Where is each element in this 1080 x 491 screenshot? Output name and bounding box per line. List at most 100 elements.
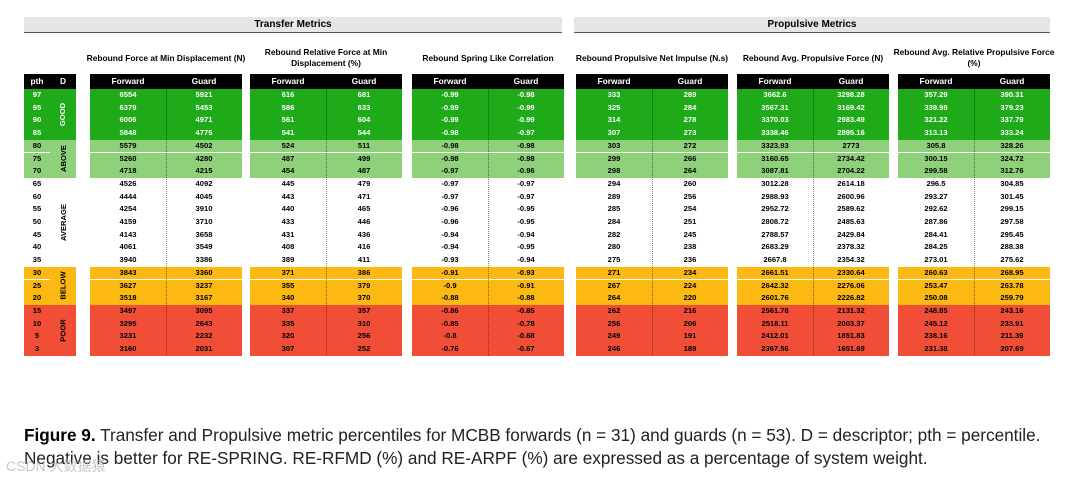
guard-value-cell: -0.97 <box>488 127 564 140</box>
figure-caption: Figure 9. Transfer and Propulsive metric… <box>24 424 1064 470</box>
forward-value-cell: 357.29 <box>898 89 974 102</box>
forward-value-cell: 616 <box>250 89 326 102</box>
forward-value-cell: 2367.56 <box>737 343 813 356</box>
guard-value-cell: 238 <box>652 241 728 255</box>
forward-value-cell: 4254 <box>90 203 166 216</box>
forward-value-cell: 586 <box>250 101 326 115</box>
guard-header: Guard <box>513 76 539 86</box>
forward-value-cell: 4061 <box>90 241 166 255</box>
forward-value-cell: 4444 <box>90 190 166 204</box>
forward-value-cell: 250.08 <box>898 292 974 305</box>
guard-value-cell: 2773 <box>813 139 889 153</box>
forward-value-cell: -0.91 <box>412 266 488 280</box>
forward-value-cell: 3012.28 <box>737 177 813 191</box>
forward-value-cell: 541 <box>250 127 326 140</box>
metric-title: Rebound Propulsive Net Impulse (N.s) <box>575 52 729 63</box>
guard-value-cell: 411 <box>326 254 402 267</box>
guard-value-cell: 333.24 <box>974 127 1050 140</box>
guard-value-cell: 3710 <box>166 216 242 229</box>
guard-value-cell: 379.23 <box>974 101 1050 115</box>
forward-header: Forward <box>111 76 145 86</box>
percentile-cell: 10 <box>24 317 50 331</box>
section-header-transfer: Transfer Metrics <box>24 17 562 32</box>
guard-value-cell: 4092 <box>166 177 242 191</box>
guard-value-cell: 2614.18 <box>813 177 889 191</box>
percentile-cell: 55 <box>24 203 50 216</box>
forward-value-cell: 337 <box>250 304 326 318</box>
percentile-cell: 30 <box>24 266 50 280</box>
guard-value-cell: 256 <box>652 190 728 204</box>
percentile-cell: 50 <box>24 216 50 229</box>
forward-value-cell: 296.5 <box>898 177 974 191</box>
forward-value-cell: 5579 <box>90 139 166 153</box>
guard-value-cell: 268.95 <box>974 266 1050 280</box>
guard-value-cell: 2232 <box>166 330 242 343</box>
guard-value-cell: 245 <box>652 228 728 242</box>
descriptor-label: POOR <box>58 319 68 342</box>
forward-value-cell: 333 <box>576 89 652 102</box>
guard-value-cell: 544 <box>326 127 402 140</box>
forward-value-cell: 3662.6 <box>737 89 813 102</box>
forward-value-cell: 284 <box>576 216 652 229</box>
guard-header: Guard <box>999 76 1025 86</box>
pth-header-bar: pth D <box>24 74 76 89</box>
guard-value-cell: 2378.32 <box>813 241 889 255</box>
forward-value-cell: 4718 <box>90 165 166 178</box>
guard-value-cell: -0.94 <box>488 254 564 267</box>
guard-value-cell: 2003.37 <box>813 317 889 331</box>
percentile-column: 97 95 90 85 80 75 70 65 60 55 50 45 40 35 30 25 20 15 10 5 3… <box>24 89 76 356</box>
guard-value-cell: 3095 <box>166 304 242 318</box>
guard-value-cell: 207.69 <box>974 343 1050 356</box>
guard-value-cell: 337.79 <box>974 114 1050 128</box>
guard-value-cell: -0.99 <box>488 101 564 115</box>
forward-value-cell: -0.86 <box>412 304 488 318</box>
forward-value-cell: 248.85 <box>898 304 974 318</box>
forward-value-cell: -0.96 <box>412 216 488 229</box>
descriptor-label: BELOW <box>58 271 68 300</box>
guard-value-cell: 2643 <box>166 317 242 331</box>
percentile-cell: 70 <box>24 165 50 178</box>
guard-value-cell: 3910 <box>166 203 242 216</box>
guard-value-cell: 211.39 <box>974 330 1050 343</box>
guard-value-cell: -0.98 <box>488 89 564 102</box>
metric-title: Rebound Avg. Propulsive Force (N) <box>742 52 884 63</box>
forward-value-cell: 282 <box>576 228 652 242</box>
forward-value-cell: -0.94 <box>412 241 488 255</box>
guard-value-cell: 1851.83 <box>813 330 889 343</box>
guard-value-cell: 234 <box>652 266 728 280</box>
guard-value-cell: 390.31 <box>974 89 1050 102</box>
guard-value-cell: 278 <box>652 114 728 128</box>
guard-value-cell: 216 <box>652 304 728 318</box>
guard-value-cell: 2131.32 <box>813 304 889 318</box>
forward-value-cell: 2412.01 <box>737 330 813 343</box>
forward-value-cell: 340 <box>250 292 326 305</box>
forward-value-cell: 339.99 <box>898 101 974 115</box>
watermark: CSDN 大数据猿 <box>6 458 106 474</box>
percentile-cell: 80 <box>24 139 50 153</box>
forward-value-cell: 408 <box>250 241 326 255</box>
metric-header-bar: Forward Guard <box>250 74 402 89</box>
guard-value-cell: 2704.22 <box>813 165 889 178</box>
section-underline-propulsive <box>574 32 1050 33</box>
guard-value-cell: 4775 <box>166 127 242 140</box>
forward-header: Forward <box>271 76 305 86</box>
descriptor-header: D <box>59 76 67 86</box>
forward-value-cell: 440 <box>250 203 326 216</box>
guard-value-cell: 386 <box>326 266 402 280</box>
forward-value-cell: 3160 <box>90 343 166 356</box>
forward-value-cell: 292.62 <box>898 203 974 216</box>
guard-value-cell: 273 <box>652 127 728 140</box>
metric-table-body: 333 289 325 284 314 278 307 273 303 272 299 266 298 2… <box>576 89 728 356</box>
forward-value-cell: 445 <box>250 177 326 191</box>
guard-value-cell: 233.91 <box>974 317 1050 331</box>
forward-value-cell: 320 <box>250 330 326 343</box>
forward-value-cell: 5848 <box>90 127 166 140</box>
forward-value-cell: 300.15 <box>898 152 974 166</box>
forward-value-cell: 314 <box>576 114 652 128</box>
forward-header: Forward <box>433 76 467 86</box>
guard-value-cell: 2734.42 <box>813 152 889 166</box>
forward-value-cell: 454 <box>250 165 326 178</box>
guard-value-cell: -0.78 <box>488 317 564 331</box>
percentile-cell: 75 <box>24 152 50 166</box>
guard-header: Guard <box>351 76 377 86</box>
